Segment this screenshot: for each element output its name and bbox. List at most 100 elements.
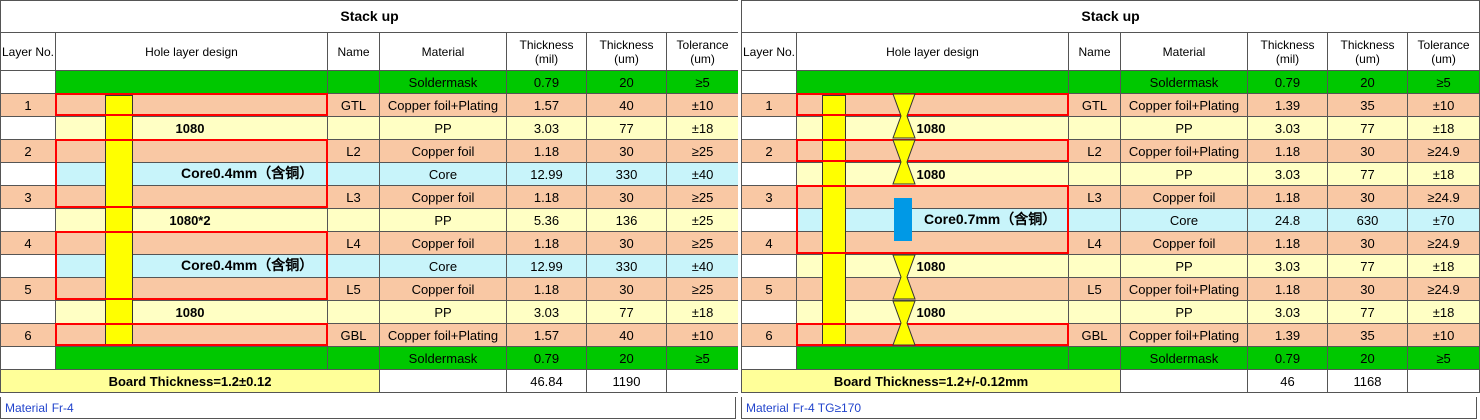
- layer-number-cell: 4: [741, 231, 797, 255]
- layer-number-cell: [0, 300, 56, 324]
- tolerance-cell: ≥24.9: [1406, 185, 1480, 209]
- header-thickness-um-line2: (um): [614, 51, 639, 66]
- thickness-mil-cell: 0.79: [1247, 70, 1328, 94]
- header-layer-no: Layer No.: [741, 32, 797, 71]
- header-tolerance-line1: Tolerance: [1417, 37, 1470, 52]
- thickness-mil-cell: 1.18: [1247, 277, 1328, 301]
- thickness-mil-cell: 1.39: [1247, 93, 1328, 117]
- thickness-mil-cell: 3.03: [506, 116, 587, 140]
- layer-name-cell: [1068, 70, 1121, 94]
- layer-name-cell: L4: [327, 231, 380, 255]
- layer-number-cell: [0, 70, 56, 94]
- header-thickness-mil-line2: (mil): [1275, 51, 1300, 66]
- header-layer-no: Layer No.: [0, 32, 56, 71]
- material-cell: Core: [379, 254, 507, 278]
- total-row: Board Thickness=1.2+/-0.12mm 46 1168: [741, 369, 1480, 393]
- board-thickness-label: Board Thickness=1.2±0.12: [0, 369, 380, 393]
- material-cell: Copper foil+Plating: [1120, 277, 1248, 301]
- thickness-mil-cell: 1.18: [506, 277, 587, 301]
- layer-name-cell: L3: [327, 185, 380, 209]
- tolerance-cell: ≥5: [1406, 346, 1480, 370]
- layer-number-cell: 6: [741, 323, 797, 347]
- header-thickness-um: Thickness (um): [586, 32, 667, 71]
- layer-number-cell: 1: [0, 93, 56, 117]
- thickness-um-cell: 30: [586, 231, 667, 255]
- material-cell: Copper foil+Plating: [1120, 139, 1248, 163]
- thickness-um-cell: 35: [1327, 93, 1408, 117]
- tolerance-cell: ±18: [1406, 116, 1480, 140]
- core-outline-box: [55, 139, 328, 208]
- thickness-um-cell: 330: [586, 162, 667, 186]
- layer-name-cell: [1068, 116, 1121, 140]
- material-cell: Copper foil+Plating: [379, 323, 507, 347]
- material-label: Material: [746, 401, 789, 415]
- layer-number-cell: 5: [0, 277, 56, 301]
- total-row: Board Thickness=1.2±0.12 46.84 1190: [0, 369, 740, 393]
- thickness-mil-cell: 3.03: [506, 300, 587, 324]
- layer-number-cell: [741, 254, 797, 278]
- layer-name-cell: L5: [327, 277, 380, 301]
- header-thickness-um: Thickness (um): [1327, 32, 1408, 71]
- total-thickness-um: 1190: [586, 369, 667, 393]
- layer-name-cell: [1068, 208, 1121, 232]
- layer-number-cell: 3: [0, 185, 56, 209]
- thickness-mil-cell: 3.03: [1247, 254, 1328, 278]
- layer-number-cell: [0, 346, 56, 370]
- hole-design-cell: [796, 70, 1069, 94]
- material-footer: Material Fr-4 TG≥170: [741, 397, 1477, 419]
- header-thickness-um-line1: Thickness: [1340, 37, 1395, 52]
- board-thickness-label: Board Thickness=1.2+/-0.12mm: [741, 369, 1121, 393]
- total-thickness-um: 1168: [1327, 369, 1408, 393]
- through-hole-drill: [105, 95, 133, 346]
- thickness-um-cell: 20: [586, 70, 667, 94]
- thickness-mil-cell: 1.18: [1247, 185, 1328, 209]
- header-tolerance-line1: Tolerance: [676, 37, 729, 52]
- core-outline-box: [796, 93, 1069, 116]
- core-outline-box: [796, 185, 1069, 254]
- core-thickness-label: Core0.4mm（含铜）: [179, 256, 316, 274]
- material-cell: Core: [1120, 208, 1248, 232]
- thickness-mil-cell: 12.99: [506, 254, 587, 278]
- hole-design-cell: 1080: [55, 116, 328, 140]
- thickness-mil-cell: 0.79: [506, 70, 587, 94]
- tolerance-cell: ≥24.9: [1406, 231, 1480, 255]
- layer-number-cell: [0, 208, 56, 232]
- header-tolerance-line2: (um): [690, 51, 715, 66]
- total-thickness-mil: 46.84: [506, 369, 587, 393]
- material-cell: Soldermask: [379, 70, 507, 94]
- thickness-um-cell: 40: [586, 93, 667, 117]
- layer-name-cell: [327, 116, 380, 140]
- core-outline-box: [55, 93, 328, 116]
- thickness-um-cell: 77: [1327, 162, 1408, 186]
- thickness-mil-cell: 12.99: [506, 162, 587, 186]
- layer-number-cell: [741, 116, 797, 140]
- thickness-mil-cell: 5.36: [506, 208, 587, 232]
- material-cell: Copper foil+Plating: [1120, 323, 1248, 347]
- panel-divider: [738, 0, 741, 420]
- header-hole-layer-design: Hole layer design: [55, 32, 328, 71]
- laser-microvia: [892, 93, 916, 139]
- header-thickness-mil-line1: Thickness: [519, 37, 574, 52]
- tolerance-cell: ≥25: [665, 231, 740, 255]
- layer-number-cell: 6: [0, 323, 56, 347]
- laser-microvia: [892, 139, 916, 185]
- thickness-mil-cell: 1.18: [1247, 231, 1328, 255]
- layer-name-cell: L3: [1068, 185, 1121, 209]
- header-material: Material: [1120, 32, 1248, 71]
- core-outline-box: [55, 323, 328, 346]
- tolerance-cell: ±18: [665, 116, 740, 140]
- layer-number-cell: 1: [741, 93, 797, 117]
- thickness-um-cell: 35: [1327, 323, 1408, 347]
- tolerance-cell: ±18: [1406, 300, 1480, 324]
- material-label: Material: [5, 401, 48, 415]
- stackup-table: Stack up Layer No. Hole layer design Name Ma…: [740, 0, 1480, 393]
- material-value: Fr-4 TG≥170: [792, 401, 862, 415]
- hole-design-cell: [796, 346, 1069, 370]
- tolerance-cell: ≥25: [665, 139, 740, 163]
- hole-design-cell: 1080*2: [55, 208, 328, 232]
- thickness-mil-cell: 1.18: [1247, 139, 1328, 163]
- header-name: Name: [327, 32, 380, 71]
- material-cell: PP: [379, 208, 507, 232]
- material-value: Fr-4: [51, 401, 74, 415]
- thickness-um-cell: 77: [1327, 254, 1408, 278]
